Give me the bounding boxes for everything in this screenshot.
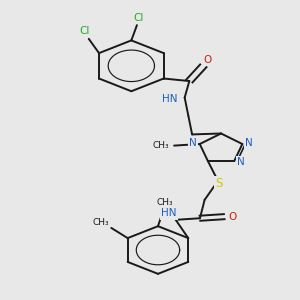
Text: Cl: Cl: [133, 13, 143, 22]
Text: N: N: [245, 138, 253, 148]
Text: Cl: Cl: [80, 26, 90, 36]
Text: CH₃: CH₃: [156, 198, 173, 207]
Text: N: N: [189, 138, 197, 148]
Text: CH₃: CH₃: [92, 218, 109, 227]
Text: O: O: [204, 55, 212, 65]
Text: N: N: [237, 157, 244, 167]
Text: S: S: [215, 177, 222, 190]
Text: CH₃: CH₃: [153, 141, 169, 150]
Text: HN: HN: [161, 208, 177, 218]
Text: HN: HN: [162, 94, 178, 104]
Text: O: O: [229, 212, 237, 222]
